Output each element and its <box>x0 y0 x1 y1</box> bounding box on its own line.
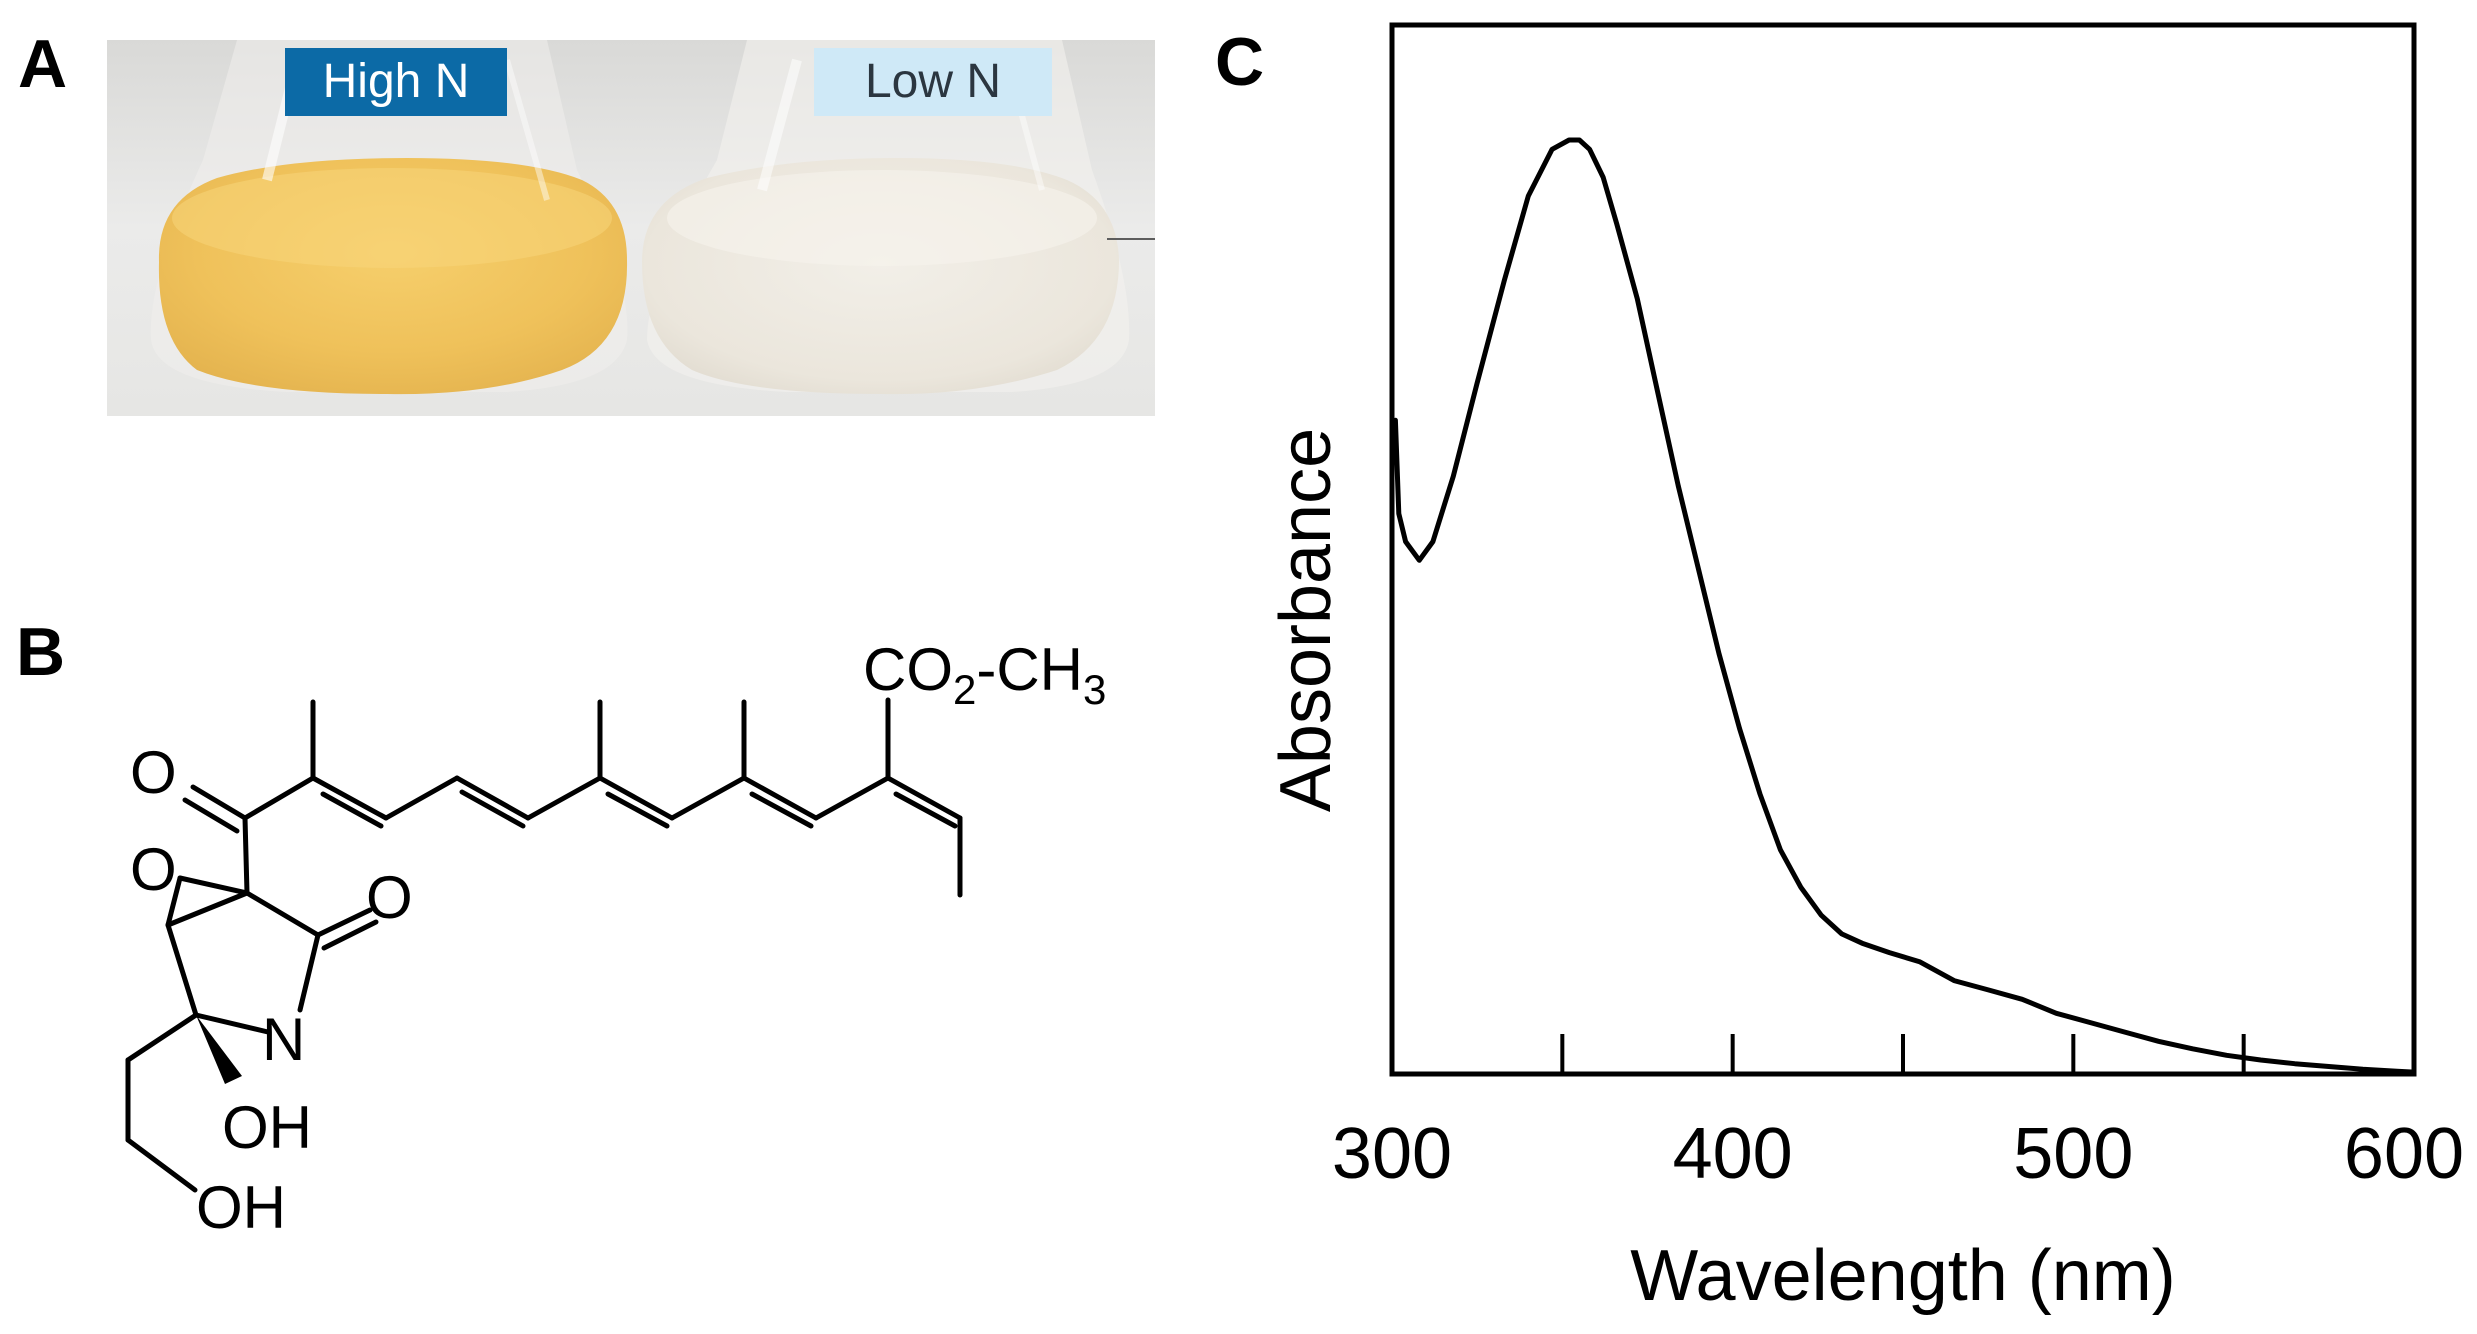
lactam-oxygen: O <box>366 864 413 931</box>
panel-label-b: B <box>16 614 66 690</box>
epoxide-oxygen: O <box>130 836 177 903</box>
flasks-illustration <box>107 40 1155 416</box>
low-n-label: Low N <box>814 48 1052 116</box>
ester-group-label: CO2-CH3 <box>863 636 1106 713</box>
absorbance-series-line <box>1392 137 2417 1075</box>
nitrogen-atom: N <box>262 1006 305 1073</box>
x-tick-labels: 300 400 500 600 <box>1332 1114 2464 1194</box>
high-n-label: High N <box>285 48 507 116</box>
hydroxyl-label-2: OH <box>196 1174 286 1241</box>
absorbance-chart: 300 400 500 600 Wavelength (nm) Absorbance <box>1266 22 2464 1316</box>
x-tick-label-400: 400 <box>1673 1114 1793 1194</box>
x-axis-title: Wavelength (nm) <box>1630 1236 2176 1316</box>
hydroxyl-label-1: OH <box>222 1094 312 1161</box>
x-tick-label-500: 500 <box>2013 1114 2133 1194</box>
x-tick-label-600: 600 <box>2344 1114 2464 1194</box>
minor-ticks <box>1560 1034 2246 1074</box>
structure-bonds <box>125 697 963 1193</box>
plot-frame <box>1389 22 2417 1077</box>
chemical-structure: CO2-CH3 O O O N OH OH <box>125 636 1106 1241</box>
panel-label-a: A <box>18 26 68 102</box>
y-axis-title: Absorbance <box>1266 428 1346 812</box>
x-tick-label-300: 300 <box>1332 1114 1452 1194</box>
panel-label-c: C <box>1215 24 1265 100</box>
ketone-oxygen: O <box>130 739 177 806</box>
wedge-bond <box>196 1015 242 1084</box>
culture-flasks-photo: High N Low N <box>107 40 1155 416</box>
